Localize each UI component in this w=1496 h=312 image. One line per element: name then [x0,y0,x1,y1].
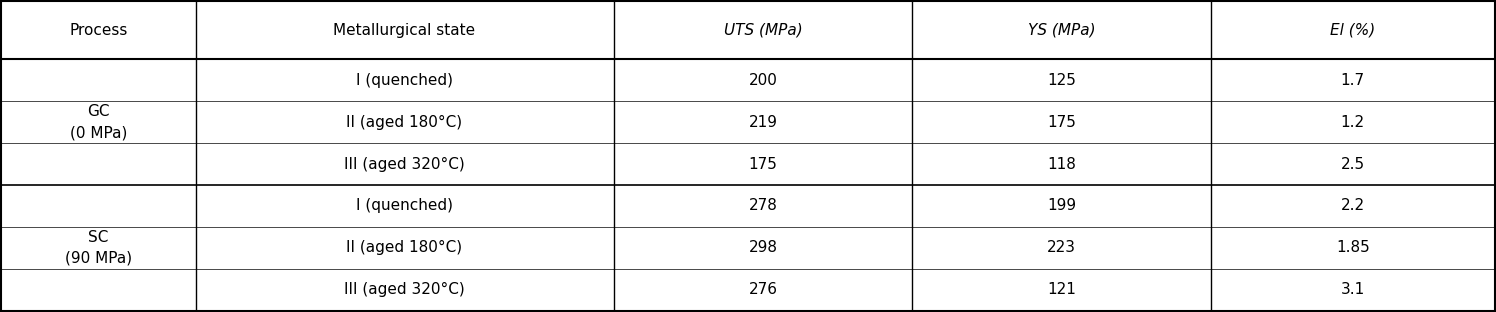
Text: 278: 278 [748,198,778,213]
Text: Process: Process [69,23,127,38]
Text: 125: 125 [1047,73,1076,88]
Text: 121: 121 [1047,282,1076,297]
Text: 223: 223 [1047,240,1076,255]
Text: 2.2: 2.2 [1340,198,1364,213]
Text: 175: 175 [748,157,778,172]
Text: SC
(90 MPa): SC (90 MPa) [64,230,132,266]
Text: 200: 200 [748,73,778,88]
Text: GC
(0 MPa): GC (0 MPa) [70,104,127,140]
Text: 2.5: 2.5 [1340,157,1364,172]
Text: 118: 118 [1047,157,1076,172]
Text: El (%): El (%) [1330,23,1375,38]
Text: 175: 175 [1047,115,1076,130]
Text: III (aged 320°C): III (aged 320°C) [344,157,465,172]
Text: 3.1: 3.1 [1340,282,1364,297]
Text: 219: 219 [748,115,778,130]
Text: YS (MPa): YS (MPa) [1028,23,1095,38]
Text: II (aged 180°C): II (aged 180°C) [347,115,462,130]
Text: III (aged 320°C): III (aged 320°C) [344,282,465,297]
Text: II (aged 180°C): II (aged 180°C) [347,240,462,255]
Text: I (quenched): I (quenched) [356,73,453,88]
Text: 276: 276 [748,282,778,297]
Text: 298: 298 [748,240,778,255]
Text: Metallurgical state: Metallurgical state [334,23,476,38]
Text: 1.2: 1.2 [1340,115,1364,130]
Text: 199: 199 [1047,198,1076,213]
Text: 1.7: 1.7 [1340,73,1364,88]
Text: I (quenched): I (quenched) [356,198,453,213]
Text: UTS (MPa): UTS (MPa) [724,23,802,38]
Text: 1.85: 1.85 [1336,240,1370,255]
